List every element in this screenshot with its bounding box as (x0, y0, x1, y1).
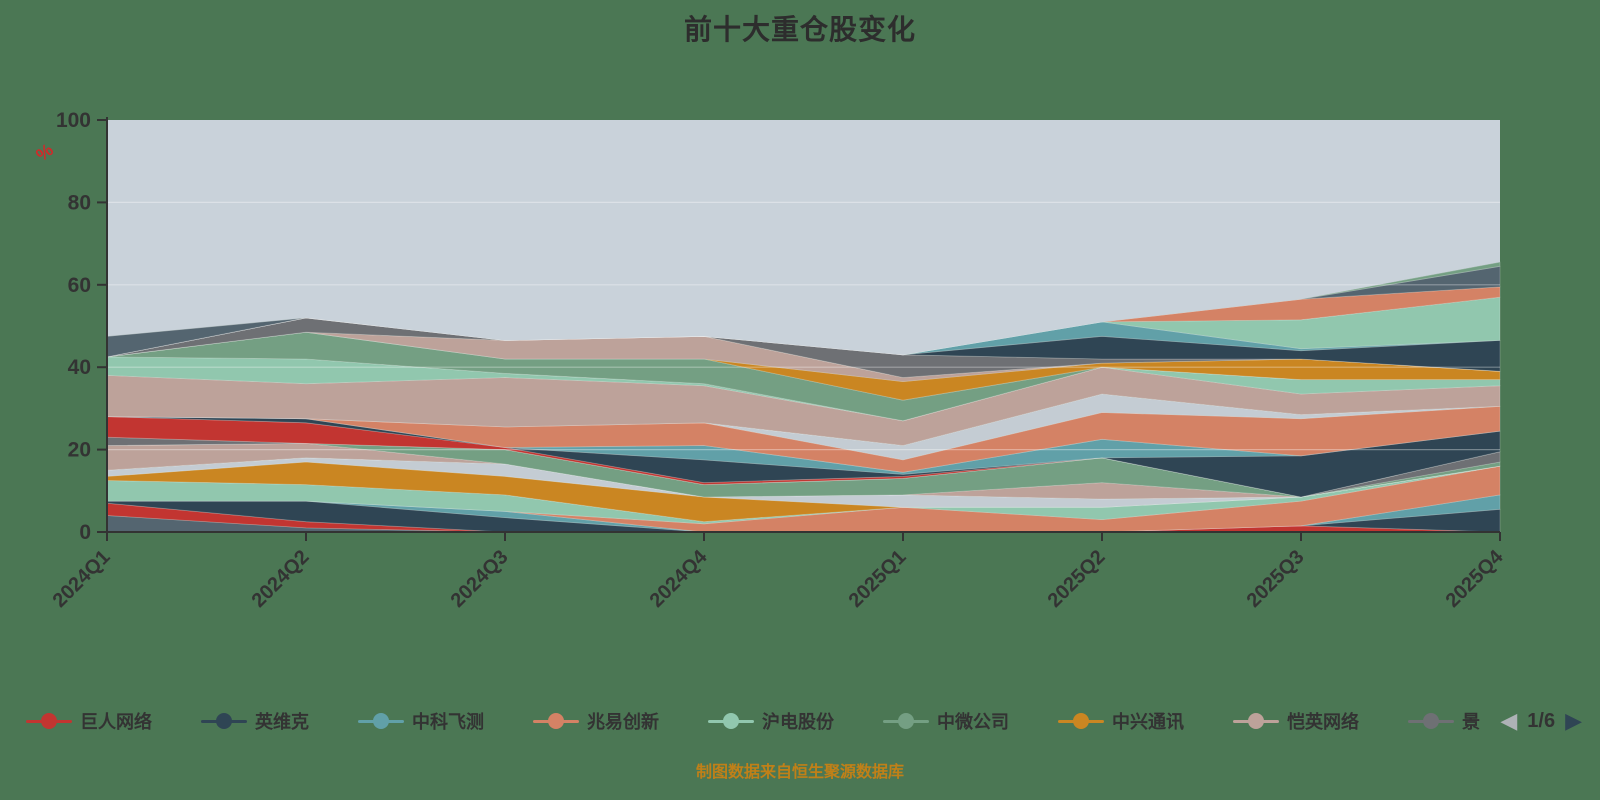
x-tick-label: 2024Q1 (49, 546, 115, 612)
legend-marker-icon (708, 713, 754, 729)
legend-item-中科飞测[interactable]: 中科飞测 (358, 708, 484, 734)
legend-item-label: 沪电股份 (762, 712, 834, 732)
legend-page-indicator: 1/6 (1527, 709, 1556, 732)
legend-next-icon[interactable]: ▶ (1565, 708, 1582, 733)
remainder-filler-band (107, 120, 1500, 355)
legend-item-中兴通讯[interactable]: 中兴通讯 (1058, 708, 1184, 734)
x-axis: 2024Q1 2024Q2 2024Q3 2024Q4 2025Q1 2025Q2 2025… (49, 532, 1509, 612)
y-tick-label: 60 (68, 274, 91, 297)
legend-item-label: 兆易创新 (587, 712, 659, 732)
axes (106, 117, 1500, 533)
legend-marker-icon (201, 713, 247, 729)
legend-row: 巨人网络 英维克 中科飞测 兆易创新 沪电股份 中微公司 中兴通讯 恺英网络 景 (26, 704, 1480, 738)
area-series-group (106, 120, 1501, 533)
y-axis-name-percent: % (32, 140, 57, 166)
legend-marker-icon (1408, 713, 1454, 729)
legend-item-label: 中微公司 (937, 712, 1009, 732)
legend-item-中微公司[interactable]: 中微公司 (883, 708, 1009, 734)
legend-prev-icon[interactable]: ◀ (1500, 708, 1518, 733)
legend-item-label: 中科飞测 (412, 712, 484, 732)
source-note: 制图数据来自恒生聚源数据库 (695, 764, 904, 781)
legend-item-沪电股份[interactable]: 沪电股份 (708, 708, 834, 734)
legend-marker-icon (1058, 713, 1104, 729)
legend-marker-icon (1233, 713, 1279, 729)
y-tick-label: 20 (68, 439, 91, 462)
x-tick-label: 2024Q4 (646, 545, 713, 612)
legend-item-兆易创新[interactable]: 兆易创新 (533, 708, 659, 734)
x-tick-label: 2025Q3 (1243, 546, 1309, 612)
area-band-中科飞测 (107, 494, 1501, 533)
x-tick-label: 2025Q2 (1044, 546, 1110, 612)
y-tick-label: 40 (68, 356, 91, 379)
legend-item-英维克[interactable]: 英维克 (201, 708, 309, 734)
area-band-s13 (106, 416, 1501, 498)
legend-item-label: 巨人网络 (80, 712, 152, 732)
legend-item-恺英网络[interactable]: 恺英网络 (1233, 708, 1359, 734)
x-tick-label: 2025Q1 (845, 546, 911, 612)
legend-marker-icon (358, 713, 404, 729)
x-tick-label: 2024Q2 (248, 546, 314, 612)
legend-marker-icon (533, 713, 579, 729)
x-tick-label: 2025Q4 (1442, 545, 1509, 612)
legend-item-label: 英维克 (255, 712, 309, 732)
grid-lines (107, 201, 1500, 451)
legend-marker-icon (26, 713, 72, 729)
legend-item-label: 恺英网络 (1287, 712, 1359, 732)
y-tick-label: 80 (68, 191, 91, 214)
x-tick-label: 2024Q3 (447, 546, 513, 612)
y-tick-label: 100 (56, 109, 91, 132)
y-tick-label: 0 (79, 521, 91, 544)
page-title: 前十大重仓股变化 (683, 14, 916, 45)
legend-pager: ◀ 1/6 ▶ (1500, 704, 1582, 738)
legend-item-label: 景 (1462, 712, 1480, 732)
legend-item-巨人网络[interactable]: 巨人网络 (26, 708, 152, 734)
y-axis: 0 20 40 60 80 100% (32, 109, 107, 544)
legend-item-景[interactable]: 景 (1408, 708, 1480, 734)
legend-item-label: 中兴通讯 (1112, 712, 1184, 732)
legend-marker-icon (883, 713, 929, 729)
